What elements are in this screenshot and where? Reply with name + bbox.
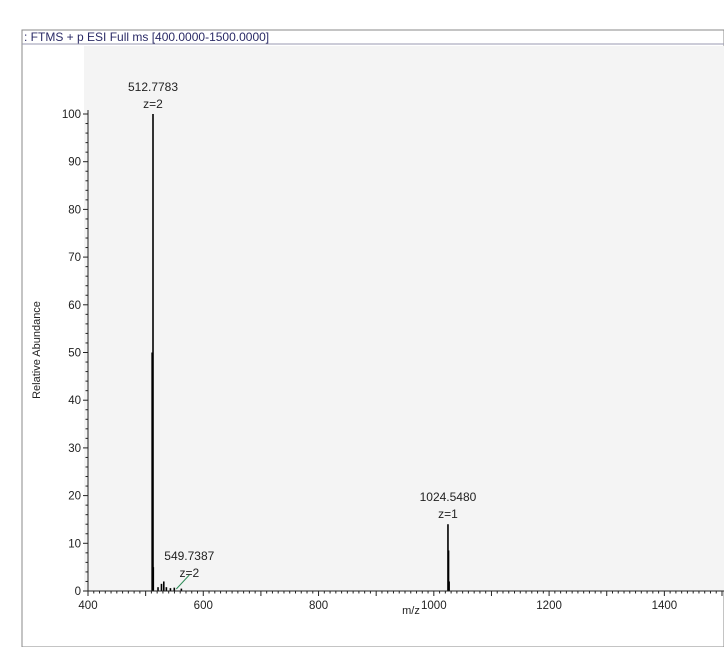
y-tick-label: 70 — [68, 252, 81, 264]
peak-mz-label: 1024.5480 — [420, 490, 477, 504]
scan-filter-text: : FTMS + p ESI Full ms [400.0000-1500.00… — [24, 30, 269, 44]
y-tick-label: 50 — [68, 348, 81, 360]
x-tick-label: 1000 — [421, 600, 447, 612]
y-axis-title: Relative Abundance — [31, 301, 43, 399]
peak-charge-label: z=1 — [438, 507, 458, 521]
y-tick-label: 40 — [68, 395, 81, 407]
y-tick-label: 20 — [68, 491, 81, 503]
peak-charge-label: z=2 — [179, 566, 199, 580]
x-tick-label: 400 — [78, 600, 97, 612]
y-tick-label: 80 — [68, 204, 81, 216]
x-axis-title: m/z — [402, 605, 420, 617]
x-tick-label: 600 — [194, 600, 213, 612]
x-tick-label: 800 — [309, 600, 328, 612]
peak-charge-label: z=2 — [143, 97, 163, 111]
ticks-layer: 0 10 20 30 40 50 60 70 80 90 100 400 600 800 1000 1200 1… — [62, 109, 723, 612]
y-tick-label: 90 — [68, 157, 81, 169]
y-tick-label: 10 — [68, 538, 81, 550]
y-tick-label: 30 — [68, 443, 81, 455]
annotations-layer: 512.7783 z=2 549.7387 z=2 1024.5480 z=1 — [128, 80, 477, 590]
peaks-layer — [151, 114, 450, 591]
y-tick-label: 60 — [68, 300, 81, 312]
x-tick-label: 1200 — [536, 600, 562, 612]
annotation-leader-line — [175, 574, 190, 590]
plot-area — [84, 46, 724, 591]
peak-mz-label: 512.7783 — [128, 80, 178, 94]
peak-mz-label: 549.7387 — [164, 549, 214, 563]
y-tick-label: 100 — [62, 109, 81, 121]
y-tick-label: 0 — [75, 586, 81, 598]
x-tick-label: 1400 — [652, 600, 678, 612]
